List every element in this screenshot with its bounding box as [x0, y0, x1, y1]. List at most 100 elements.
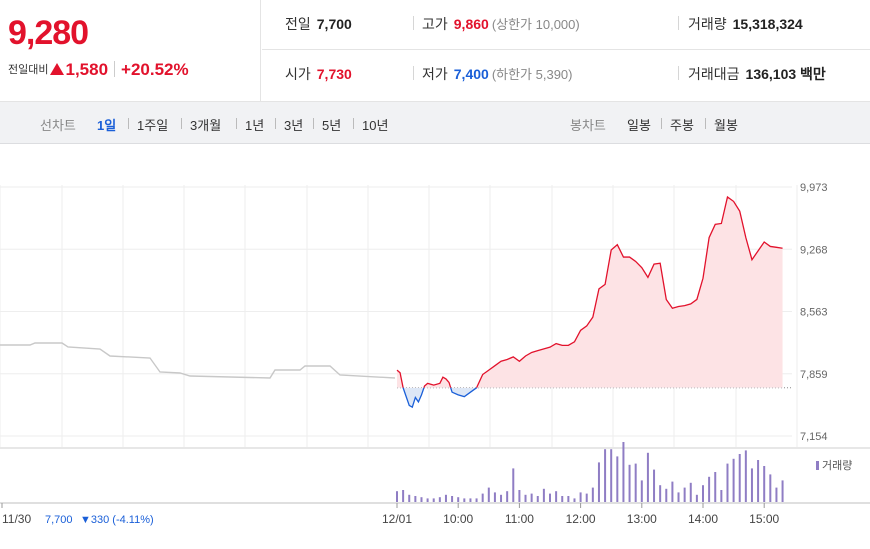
tab-10year[interactable]: 10년 — [362, 118, 389, 133]
tab-5year[interactable]: 5년 — [322, 118, 342, 133]
previous-day-close: 7,700 — [45, 514, 73, 526]
volume-bar — [775, 487, 778, 502]
tab-3year[interactable]: 3년 — [284, 118, 304, 133]
divider — [661, 118, 662, 129]
volume-bar — [500, 494, 503, 502]
volume-bar — [726, 463, 729, 502]
stat-value: 7,730 — [316, 66, 352, 82]
volume-bar — [738, 454, 741, 502]
price-change: 전일대비 1,580 +20.52% — [8, 60, 189, 80]
stat-label: 거래대금 — [688, 66, 740, 82]
tab-1week[interactable]: 1주일 — [137, 118, 169, 133]
stat-label: 전일 — [285, 16, 311, 32]
volume-bar — [616, 456, 619, 502]
stat-volume: 거래량 15,318,324 — [688, 14, 803, 34]
volume-bar — [579, 492, 582, 502]
divider — [678, 16, 679, 30]
y-tick-label: 7,154 — [800, 431, 828, 443]
volume-bar — [591, 487, 594, 502]
divider — [678, 66, 679, 80]
volume-bar — [634, 463, 637, 502]
volume-bar — [585, 493, 588, 502]
volume-bar — [567, 496, 570, 502]
divider — [413, 16, 414, 30]
volume-bar — [695, 494, 698, 502]
volume-legend-swatch — [816, 461, 819, 470]
volume-bar — [536, 496, 539, 502]
volume-bar — [683, 487, 686, 502]
stats-row: 시가 7,730 저가 7,400 (하한가 5,390) 거래대금 136,103 백… — [262, 50, 870, 100]
stats-row: 전일 7,700 고가 9,860 (상한가 10,000) 거래량 15,318,32… — [262, 0, 870, 50]
volume-bar — [487, 487, 490, 502]
tab-weekly-candle[interactable]: 주봉 — [670, 118, 694, 133]
stat-high: 고가 9,860 (상한가 10,000) — [422, 14, 580, 34]
volume-bar — [420, 497, 423, 502]
stat-label: 저가 — [422, 66, 448, 82]
volume-bar — [469, 498, 472, 502]
volume-bar — [463, 498, 466, 502]
divider — [114, 61, 116, 77]
current-price: 9,280 — [8, 14, 89, 52]
volume-bar — [640, 480, 643, 502]
stat-open: 시가 7,730 — [285, 64, 352, 84]
x-tick-label: 11:00 — [505, 512, 534, 526]
tab-daily-candle[interactable]: 일봉 — [627, 118, 651, 133]
change-amount: 1,580 — [65, 60, 109, 79]
tab-monthly-candle[interactable]: 월봉 — [714, 118, 738, 133]
x-tick-label: 13:00 — [627, 512, 657, 526]
volume-bar — [414, 496, 417, 502]
area-fill-down — [403, 387, 477, 408]
volume-bar — [702, 485, 704, 502]
line-chart-label: 선차트 — [40, 118, 76, 133]
divider — [236, 118, 237, 129]
volume-bar — [438, 497, 441, 502]
divider — [181, 118, 182, 129]
y-tick-label: 7,859 — [800, 369, 828, 381]
upper-limit: (상한가 10,000) — [491, 17, 580, 32]
volume-bar — [604, 449, 607, 502]
volume-bar — [549, 493, 551, 502]
volume-bar — [708, 476, 711, 502]
volume-bar — [677, 492, 680, 502]
summary-panel: 9,280 전일대비 1,580 +20.52% 전일 7,700 고가 9,860 (상… — [0, 0, 870, 102]
divider — [275, 118, 276, 129]
volume-bar — [457, 497, 460, 502]
volume-bar — [451, 496, 454, 502]
x-tick-label: 12/01 — [382, 512, 412, 526]
y-tick-label: 9,268 — [800, 244, 828, 256]
up-triangle-icon — [50, 63, 65, 75]
previous-day-line — [0, 342, 396, 379]
divider — [128, 118, 129, 129]
volume-bar — [396, 491, 398, 502]
volume-bar — [542, 488, 545, 502]
volume-bar — [659, 485, 662, 502]
volume-bar — [622, 442, 625, 502]
divider — [353, 118, 354, 129]
volume-bar — [750, 468, 753, 502]
x-tick-label: 15:00 — [749, 512, 779, 526]
volume-bar — [720, 490, 723, 502]
change-label: 전일대비 — [8, 64, 49, 76]
previous-day-date: 11/30 — [2, 512, 31, 526]
stat-value: 9,860 — [453, 16, 489, 32]
candle-chart-label: 봉차트 — [570, 118, 606, 133]
change-percent: +20.52% — [121, 60, 189, 79]
chart-period-tabs: 선차트 1일 1주일 3개월 1년 3년 5년 10년 봉차트 일봉 주봉 월봉 — [0, 102, 870, 144]
volume-bar — [432, 498, 435, 502]
x-tick-label: 12:00 — [566, 512, 596, 526]
volume-bar — [444, 494, 447, 502]
tab-3month[interactable]: 3개월 — [190, 118, 222, 133]
y-tick-label: 9,973 — [800, 182, 828, 194]
volume-bar — [493, 492, 496, 502]
volume-bar — [671, 481, 674, 502]
volume-bar — [757, 460, 760, 502]
volume-bar — [744, 450, 747, 502]
volume-bar — [524, 494, 527, 502]
volume-bar — [597, 462, 600, 502]
stat-low: 저가 7,400 (하한가 5,390) — [422, 64, 573, 84]
volume-bar — [665, 488, 668, 502]
tab-1day[interactable]: 1일 — [97, 118, 117, 133]
stat-label: 고가 — [422, 16, 448, 32]
tab-1year[interactable]: 1년 — [245, 118, 265, 133]
